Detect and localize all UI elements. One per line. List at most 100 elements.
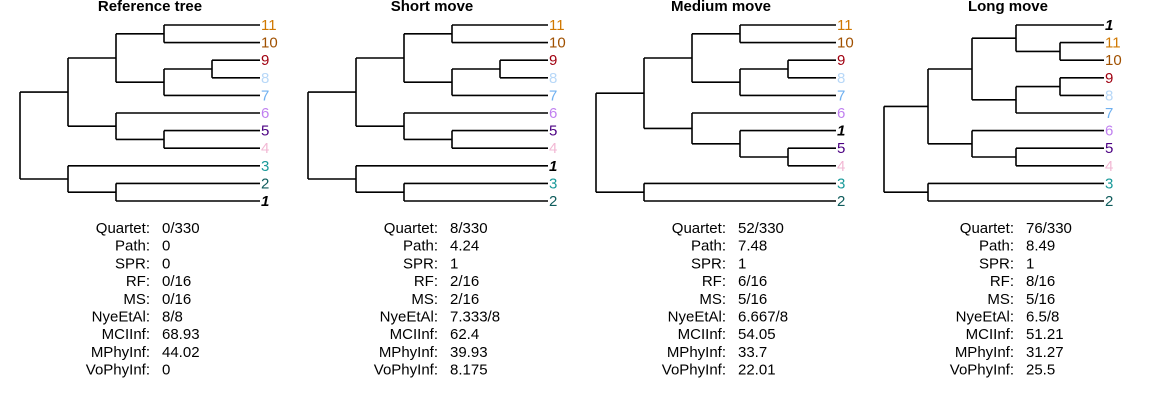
stat-label: MCIInf:: [966, 326, 1014, 343]
stat-value: 44.02: [162, 344, 200, 361]
stat-value: 76/330: [1026, 220, 1072, 237]
tip-label-2: 2: [549, 193, 557, 210]
tip-label-4: 4: [261, 140, 269, 157]
stat-value: 8.175: [450, 362, 488, 379]
tip-label-10: 10: [1105, 52, 1122, 69]
stat-label: VoPhyInf:: [86, 362, 150, 379]
stat-label: Path:: [403, 238, 438, 255]
stat-value: 51.21: [1026, 326, 1064, 343]
stat-value: 0/330: [162, 220, 200, 237]
tip-label-1: 1: [549, 158, 557, 175]
panel-title: Reference tree: [98, 0, 202, 15]
stat-label: Path:: [979, 238, 1014, 255]
stat-value: 8.49: [1026, 238, 1055, 255]
stat-value: 1: [1026, 255, 1034, 272]
tip-label-8: 8: [261, 70, 269, 87]
stat-value: 7.48: [738, 238, 767, 255]
stat-value: 22.01: [738, 362, 776, 379]
stat-value: 68.93: [162, 326, 200, 343]
stat-label: RF:: [702, 273, 726, 290]
tip-label-3: 3: [1105, 175, 1113, 192]
stat-label: RF:: [126, 273, 150, 290]
stat-label: NyeEtAl:: [92, 309, 150, 326]
tip-label-2: 2: [1105, 193, 1113, 210]
stat-value: 0: [162, 255, 170, 272]
stat-label: Quartet:: [96, 220, 150, 237]
stat-value: 0/16: [162, 291, 191, 308]
stat-value: 5/16: [1026, 291, 1055, 308]
tip-label-1: 1: [1105, 17, 1113, 34]
tip-label-1: 1: [837, 123, 845, 140]
tip-label-7: 7: [837, 87, 845, 104]
tip-label-4: 4: [837, 158, 845, 175]
tip-label-5: 5: [1105, 140, 1113, 157]
stat-label: SPR:: [691, 255, 726, 272]
stat-label: MPhyInf:: [667, 344, 726, 361]
stat-label: RF:: [414, 273, 438, 290]
stat-label: NyeEtAl:: [380, 309, 438, 326]
stat-label: VoPhyInf:: [950, 362, 1014, 379]
stat-value: 8/16: [1026, 273, 1055, 290]
tip-label-10: 10: [549, 35, 566, 52]
tip-label-3: 3: [837, 175, 845, 192]
stat-value: 8/8: [162, 309, 183, 326]
panel-title: Long move: [968, 0, 1048, 15]
stat-label: MPhyInf:: [955, 344, 1014, 361]
stat-value: 52/330: [738, 220, 784, 237]
stat-value: 0: [162, 238, 170, 255]
tip-label-11: 11: [837, 17, 853, 34]
stat-value: 7.333/8: [450, 309, 500, 326]
panel-title: Short move: [391, 0, 474, 15]
tip-label-7: 7: [1105, 105, 1113, 122]
tip-label-9: 9: [549, 52, 557, 69]
stat-value: 2/16: [450, 291, 479, 308]
tip-label-7: 7: [261, 87, 269, 104]
stat-value: 33.7: [738, 344, 767, 361]
stat-label: SPR:: [403, 255, 438, 272]
tip-label-5: 5: [549, 123, 557, 140]
stat-label: MPhyInf:: [379, 344, 438, 361]
stat-value: 5/16: [738, 291, 767, 308]
stat-label: MS:: [699, 291, 726, 308]
tip-label-6: 6: [549, 105, 557, 122]
stat-label: MS:: [123, 291, 150, 308]
stat-value: 6.667/8: [738, 309, 788, 326]
stat-label: MPhyInf:: [91, 344, 150, 361]
tip-label-6: 6: [1105, 123, 1113, 140]
stat-value: 1: [738, 255, 746, 272]
tip-label-3: 3: [549, 175, 557, 192]
stat-label: RF:: [990, 273, 1014, 290]
stat-label: Quartet:: [672, 220, 726, 237]
stat-value: 1: [450, 255, 458, 272]
tip-label-8: 8: [549, 70, 557, 87]
tip-label-3: 3: [261, 158, 269, 175]
tip-label-11: 11: [261, 17, 277, 34]
stat-label: Path:: [691, 238, 726, 255]
stat-value: 31.27: [1026, 344, 1064, 361]
stat-label: MCIInf:: [390, 326, 438, 343]
tip-label-6: 6: [261, 105, 269, 122]
panel-title: Medium move: [671, 0, 771, 15]
stat-value: 2/16: [450, 273, 479, 290]
stat-value: 0/16: [162, 273, 191, 290]
tip-label-4: 4: [549, 140, 557, 157]
tip-label-10: 10: [261, 35, 278, 52]
tip-label-8: 8: [1105, 87, 1113, 104]
stat-value: 62.4: [450, 326, 479, 343]
stat-value: 39.93: [450, 344, 488, 361]
tip-label-5: 5: [261, 123, 269, 140]
stat-value: 6.5/8: [1026, 309, 1059, 326]
tip-label-2: 2: [261, 175, 269, 192]
stat-label: Quartet:: [960, 220, 1014, 237]
tip-label-11: 11: [549, 17, 565, 34]
stat-label: VoPhyInf:: [374, 362, 438, 379]
tip-label-6: 6: [837, 105, 845, 122]
stat-value: 25.5: [1026, 362, 1055, 379]
stat-label: SPR:: [115, 255, 150, 272]
stat-label: MCIInf:: [102, 326, 150, 343]
stat-label: Quartet:: [384, 220, 438, 237]
stat-value: 8/330: [450, 220, 488, 237]
